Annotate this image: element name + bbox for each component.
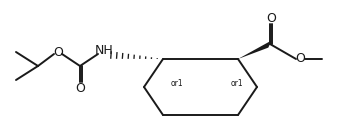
Text: O: O (75, 82, 85, 95)
Text: or1: or1 (231, 78, 243, 88)
Text: or1: or1 (171, 78, 183, 88)
Text: O: O (266, 13, 276, 26)
Text: O: O (53, 45, 63, 59)
Text: NH: NH (95, 45, 113, 57)
Polygon shape (238, 40, 272, 59)
Text: O: O (295, 53, 305, 65)
